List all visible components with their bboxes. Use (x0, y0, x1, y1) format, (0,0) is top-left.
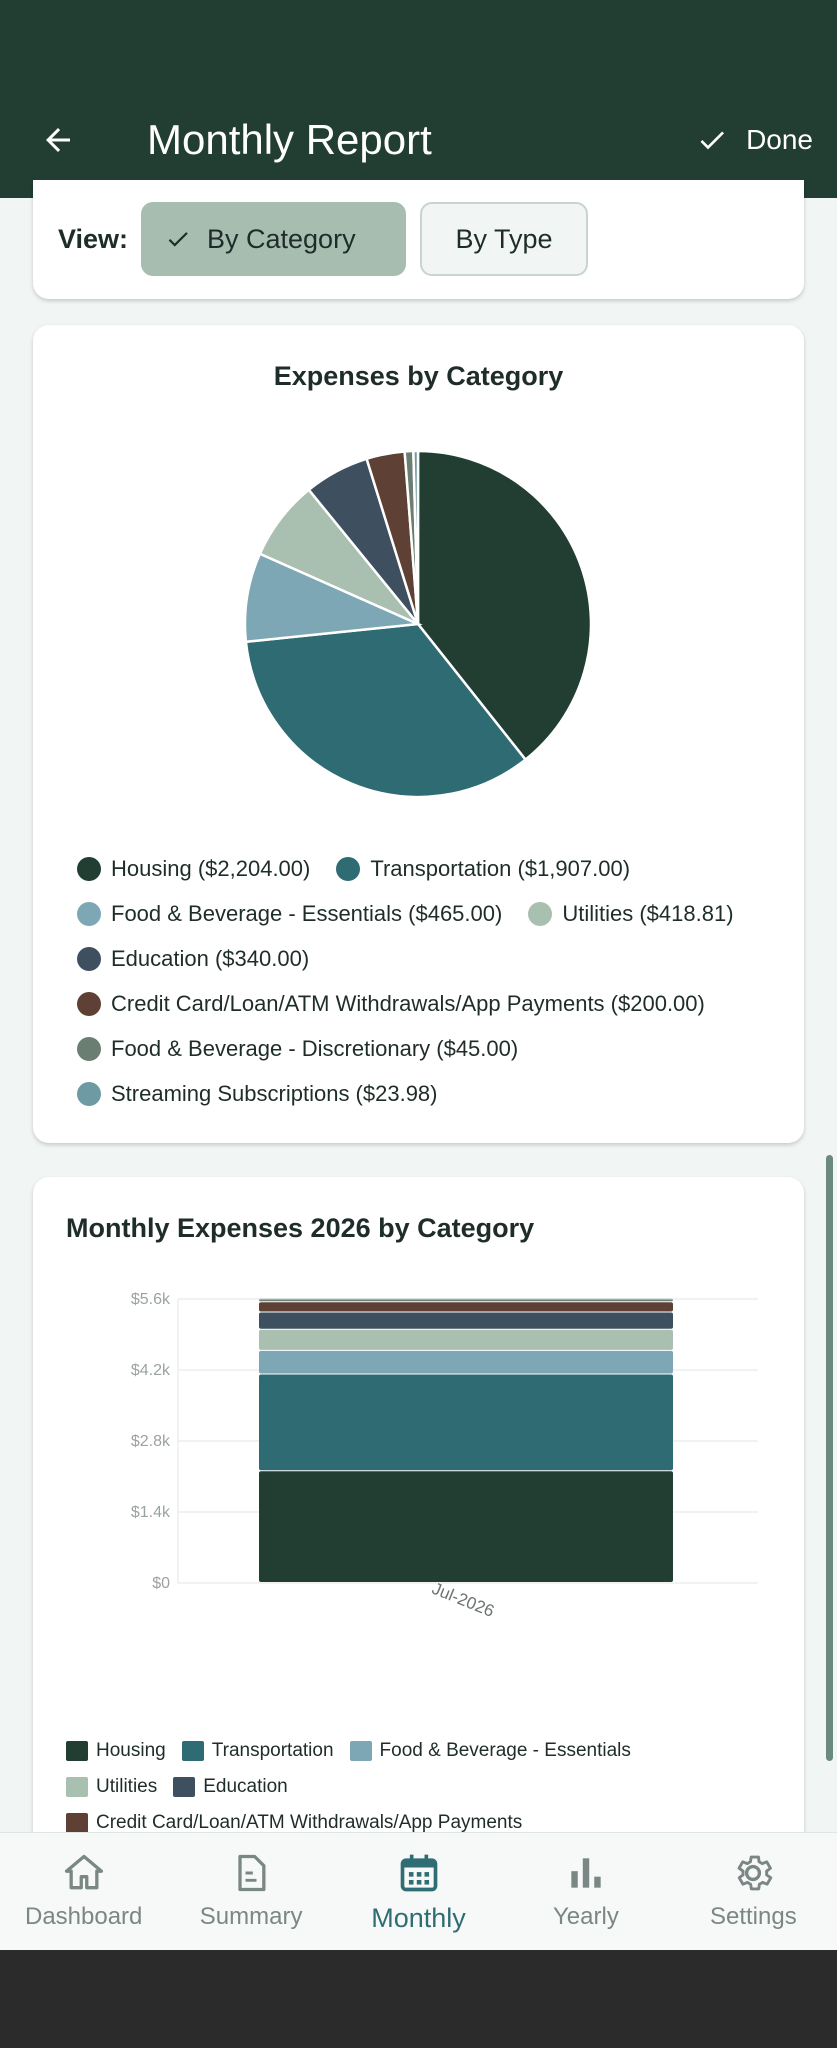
legend-item: Food & Beverage - Discretionary ($45.00) (77, 1036, 518, 1062)
legend-item: Education ($340.00) (77, 946, 309, 972)
bar-chart-title: Monthly Expenses 2026 by Category (66, 1213, 535, 1243)
y-tick-label: $0 (152, 1575, 170, 1592)
bar-segment (259, 1312, 673, 1329)
y-tick-label: $1.4k (131, 1504, 171, 1521)
view-toggle-card: View: By Category By Type (33, 180, 804, 299)
home-icon (64, 1854, 103, 1890)
done-button[interactable]: Done (696, 112, 813, 168)
legend-item: Transportation (181, 1740, 334, 1762)
legend-item: Utilities (66, 1776, 157, 1798)
nav-yearly[interactable]: Yearly (502, 1833, 669, 1950)
gear-icon (737, 1855, 773, 1891)
bar-segment (259, 1374, 673, 1471)
legend-item: Credit Card/Loan/ATM Withdrawals/App Pay… (77, 991, 705, 1017)
arrow-left-icon (46, 128, 70, 152)
legend-item: Education (173, 1776, 288, 1798)
legend-item: Transportation ($1,907.00) (336, 856, 630, 882)
stacked-bar-chart: $0 $1.4k $2.8k $4.2k $5.6k Jul-2026 (131, 1291, 758, 1621)
pie-slice (412, 449, 420, 625)
pie-chart-title: Expenses by Category (273, 361, 564, 391)
bar-segment (259, 1300, 673, 1302)
back-button[interactable] (30, 112, 86, 168)
check-icon (168, 232, 188, 247)
legend-item: Credit Card/Loan/ATM Withdrawals/App Pay… (66, 1812, 522, 1834)
page-title: Monthly Report (147, 116, 432, 163)
nav-dashboard[interactable]: Dashboard (0, 1833, 167, 1950)
bar-segment (259, 1350, 673, 1374)
pie-slice (416, 449, 593, 762)
nav-settings[interactable]: Settings (670, 1833, 837, 1950)
expenses-pie-card: Expenses by Category Housing ($2,204.00)… (33, 325, 804, 1143)
y-tick-label: $5.6k (131, 1291, 171, 1308)
bar-segment (259, 1471, 673, 1582)
y-tick-label: $4.2k (131, 1362, 171, 1379)
bar-legend: Housing Transportation Food & Beverage -… (66, 1733, 786, 1841)
pie-slice (243, 552, 423, 644)
legend-item: Utilities ($418.81) (528, 901, 734, 927)
app-bar: Monthly Report Done (0, 0, 837, 198)
bar-segment (259, 1329, 673, 1350)
done-label: Done (746, 124, 813, 155)
monthly-bar-card: Monthly Expenses 2026 by Category $0 $1.4… (33, 1177, 804, 1937)
by-category-label: By Category (207, 223, 356, 254)
calendar-icon (400, 1854, 437, 1892)
nav-summary[interactable]: Summary (167, 1833, 334, 1950)
legend-item: Food & Beverage - Essentials ($465.00) (77, 901, 502, 927)
pie-slice (244, 622, 528, 799)
document-icon (238, 1854, 266, 1892)
bar-segment (259, 1302, 673, 1312)
x-tick-label: Jul-2026 (429, 1579, 497, 1621)
by-type-label: By Type (455, 223, 553, 254)
view-label: View: (58, 224, 129, 254)
y-tick-label: $2.8k (131, 1433, 171, 1450)
screen: Monthly Report Done View: By Category By… (0, 0, 837, 1950)
pie-chart (243, 449, 593, 799)
by-type-chip[interactable]: By Type (420, 202, 588, 276)
by-category-chip[interactable]: By Category (141, 202, 406, 276)
legend-item: Housing ($2,204.00) (77, 856, 310, 882)
bar-segment (259, 1298, 673, 1300)
pie-legend: Housing ($2,204.00) Transportation ($1,9… (77, 846, 797, 1116)
bottom-nav: Dashboard Summary Monthly Yea (0, 1832, 837, 1950)
legend-item: Housing (66, 1740, 166, 1762)
bar-chart-icon (571, 1858, 601, 1888)
nav-monthly[interactable]: Monthly (335, 1833, 502, 1950)
legend-item: Food & Beverage - Essentials (349, 1740, 631, 1762)
legend-item: Streaming Subscriptions ($23.98) (77, 1081, 438, 1107)
scrollbar[interactable] (826, 1155, 833, 1761)
check-icon (700, 131, 725, 150)
